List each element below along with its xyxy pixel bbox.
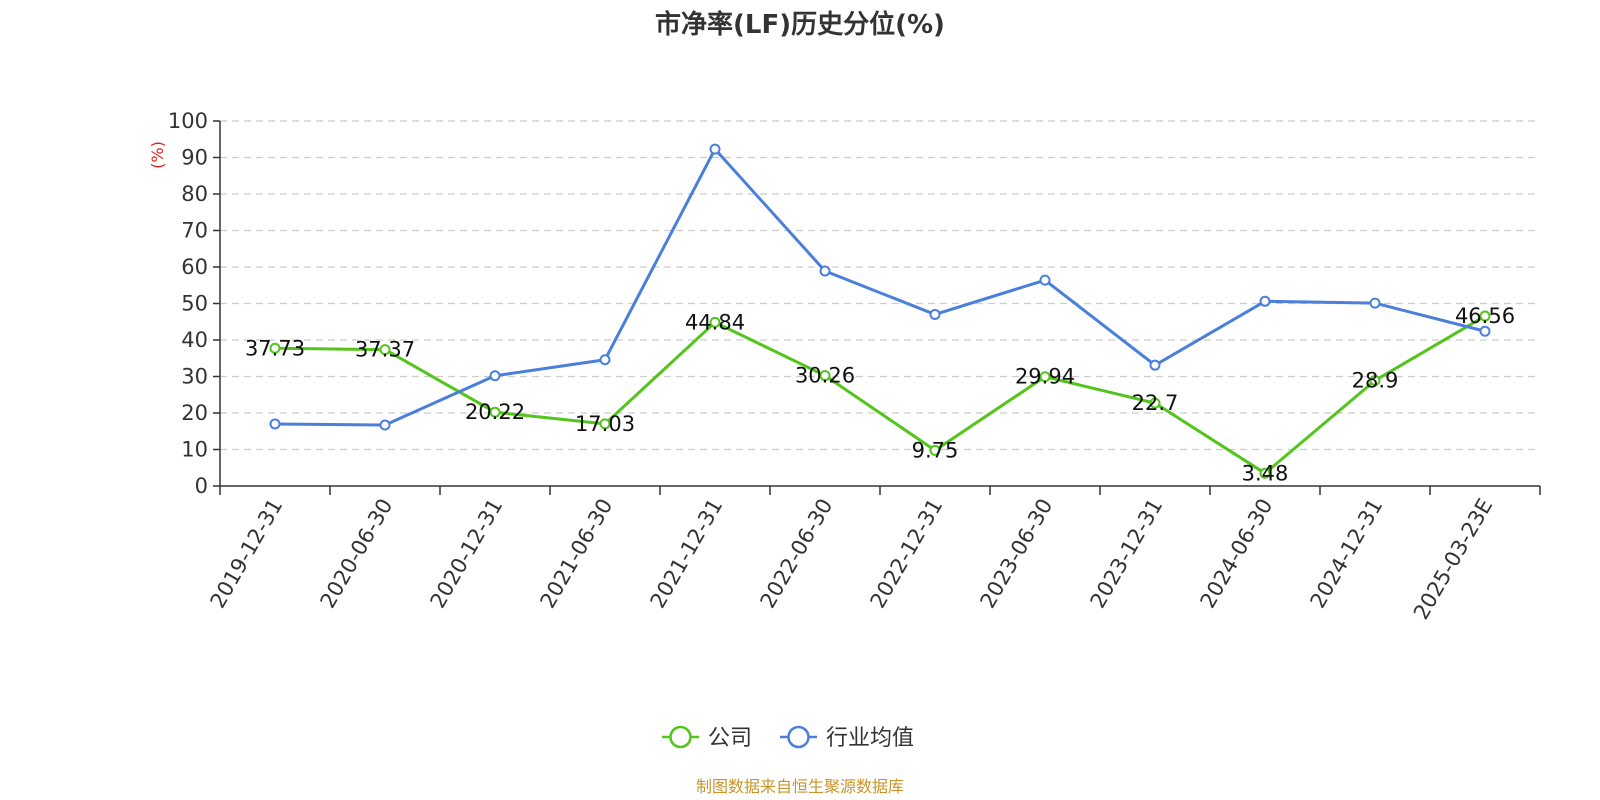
data-point (599, 354, 611, 366)
y-axis-unit: (%) (148, 141, 167, 169)
data-point (1149, 397, 1161, 409)
x-tick-label: 2024-12-31 (1306, 495, 1388, 613)
data-point (709, 143, 721, 155)
series-line-1 (274, 147, 1486, 427)
data-label: 28.9 (1352, 369, 1399, 393)
x-tick-label: 2020-12-31 (426, 495, 508, 613)
series-lines (269, 143, 1491, 479)
y-axis-ticks: 0 10 20 30 40 50 60 70 80 90 100 (168, 109, 220, 498)
y-tick-label: 90 (181, 146, 208, 170)
data-label: 9.75 (912, 438, 959, 462)
x-tick-label: 2023-12-31 (1086, 495, 1168, 613)
data-point (1259, 295, 1271, 307)
legend-marker-icon (669, 725, 692, 749)
data-label: 30.26 (795, 364, 855, 388)
data-point (1479, 325, 1491, 337)
y-tick-label: 70 (181, 219, 208, 243)
data-point (269, 342, 281, 354)
x-tick-label: 2021-12-31 (646, 495, 728, 613)
data-point (1039, 274, 1051, 286)
y-tick-label: 20 (181, 401, 208, 425)
x-tick-label: 2019-12-31 (206, 495, 288, 613)
y-tick-label: 50 (181, 292, 208, 316)
x-tick-label: 2024-06-30 (1196, 495, 1278, 613)
data-labels: 37.73 37.37 20.22 17.03 44.84 30.26 9.75 29.94 2… (245, 304, 1515, 485)
y-tick-label: 100 (168, 109, 208, 133)
y-tick-label: 10 (181, 438, 208, 462)
series-line-0 (274, 314, 1486, 475)
data-point (819, 265, 831, 277)
data-point (1259, 467, 1271, 479)
legend-item-0[interactable]: 公司 (662, 725, 752, 751)
data-point (1369, 297, 1381, 309)
x-tick-label: 2022-06-30 (756, 495, 838, 613)
legend[interactable]: 公司 行业均值 (662, 725, 914, 751)
legend-label: 行业均值 (826, 726, 914, 751)
x-tick-label: 2023-06-30 (976, 495, 1058, 613)
x-tick-label: 2025-03-23E (1409, 495, 1497, 624)
x-tick-label: 2021-06-30 (536, 495, 618, 613)
data-label: 17.03 (575, 412, 635, 436)
data-point (379, 344, 391, 356)
data-point (1149, 359, 1161, 371)
grid-lines (220, 120, 1540, 451)
data-label: 37.37 (355, 338, 415, 362)
y-tick-label: 40 (181, 328, 208, 352)
data-label: 3.48 (1242, 461, 1289, 485)
legend-item-1[interactable]: 行业均值 (780, 725, 914, 751)
data-label: 37.73 (245, 336, 305, 360)
data-point (489, 370, 501, 382)
data-label: 22.7 (1132, 391, 1179, 415)
data-point (599, 418, 611, 430)
y-tick-label: 60 (181, 255, 208, 279)
x-tick-label: 2022-12-31 (866, 495, 948, 613)
data-label: 20.22 (465, 400, 525, 424)
chart-title: 市净率(LF)历史分位(%) (655, 9, 945, 40)
data-point (379, 419, 391, 431)
legend-label: 公司 (708, 726, 752, 751)
legend-marker-icon (787, 725, 810, 749)
data-label: 44.84 (685, 310, 745, 334)
x-axis-ticks: 2019-12-31 2020-06-30 2020-12-31 2021-06-30… (206, 486, 1541, 624)
data-point (929, 308, 941, 320)
data-label: 46.56 (1455, 304, 1515, 328)
data-point (1369, 375, 1381, 387)
y-tick-label: 30 (181, 365, 208, 389)
data-point (929, 444, 941, 456)
data-point (1479, 310, 1491, 322)
data-point (709, 316, 721, 328)
source-note: 制图数据来自恒生聚源数据库 (696, 777, 904, 796)
y-tick-label: 0 (195, 474, 208, 498)
data-label: 29.94 (1015, 365, 1075, 389)
data-point (269, 418, 281, 430)
x-tick-label: 2020-06-30 (316, 495, 398, 613)
data-point (489, 406, 501, 418)
data-point (819, 370, 831, 382)
y-tick-label: 80 (181, 182, 208, 206)
data-point (1039, 371, 1051, 383)
